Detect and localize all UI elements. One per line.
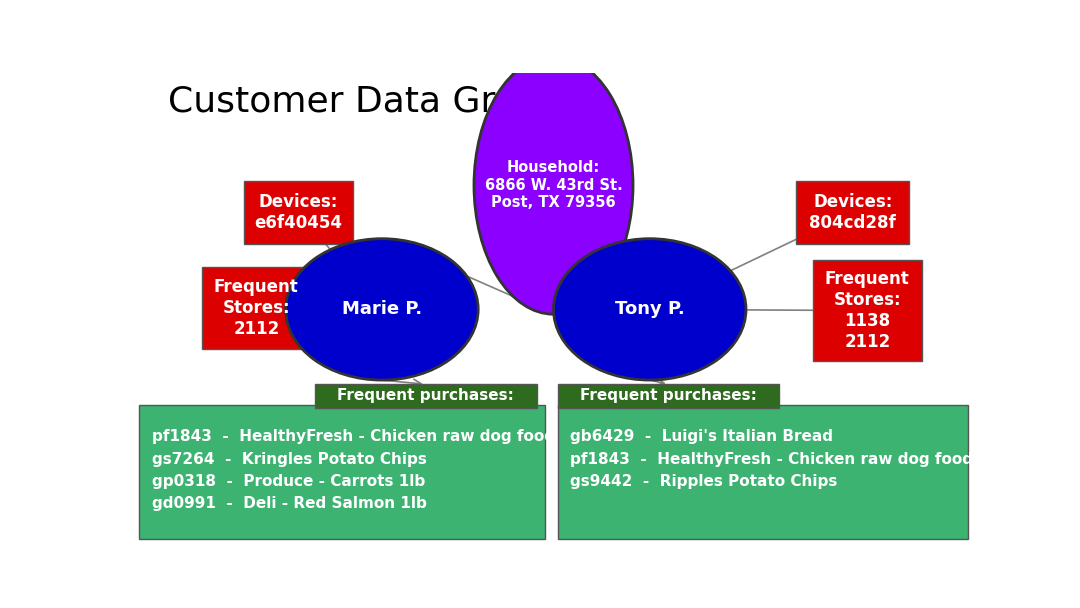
Text: Frequent purchases:: Frequent purchases:	[580, 389, 757, 404]
Text: Frequent
Stores:
2112: Frequent Stores: 2112	[214, 278, 299, 338]
Text: pf1843  -  HealthyFresh - Chicken raw dog food
gs7264  -  Kringles Potato Chips
: pf1843 - HealthyFresh - Chicken raw dog …	[151, 429, 555, 511]
Text: Tony P.: Tony P.	[615, 300, 685, 319]
FancyBboxPatch shape	[557, 384, 780, 408]
Text: Frequent purchases:: Frequent purchases:	[337, 389, 514, 404]
FancyBboxPatch shape	[796, 181, 909, 244]
Text: gb6429  -  Luigi's Italian Bread
pf1843  -  HealthyFresh - Chicken raw dog food
: gb6429 - Luigi's Italian Bread pf1843 - …	[570, 429, 973, 489]
Text: Customer Data Graph: Customer Data Graph	[168, 85, 564, 119]
Ellipse shape	[285, 239, 478, 380]
FancyBboxPatch shape	[202, 268, 311, 349]
FancyBboxPatch shape	[244, 181, 352, 244]
Text: Devices:
e6f40454: Devices: e6f40454	[254, 193, 342, 232]
Text: Frequent
Stores:
1138
2112: Frequent Stores: 1138 2112	[825, 271, 909, 351]
Text: Marie P.: Marie P.	[342, 300, 422, 319]
FancyBboxPatch shape	[139, 406, 545, 539]
FancyBboxPatch shape	[557, 406, 968, 539]
Ellipse shape	[554, 239, 746, 380]
Ellipse shape	[474, 57, 633, 314]
Text: Devices:
804cd28f: Devices: 804cd28f	[809, 193, 896, 232]
FancyBboxPatch shape	[813, 260, 922, 361]
FancyBboxPatch shape	[315, 384, 537, 408]
Text: Household:
6866 W. 43rd St.
Post, TX 79356: Household: 6866 W. 43rd St. Post, TX 793…	[485, 161, 622, 210]
